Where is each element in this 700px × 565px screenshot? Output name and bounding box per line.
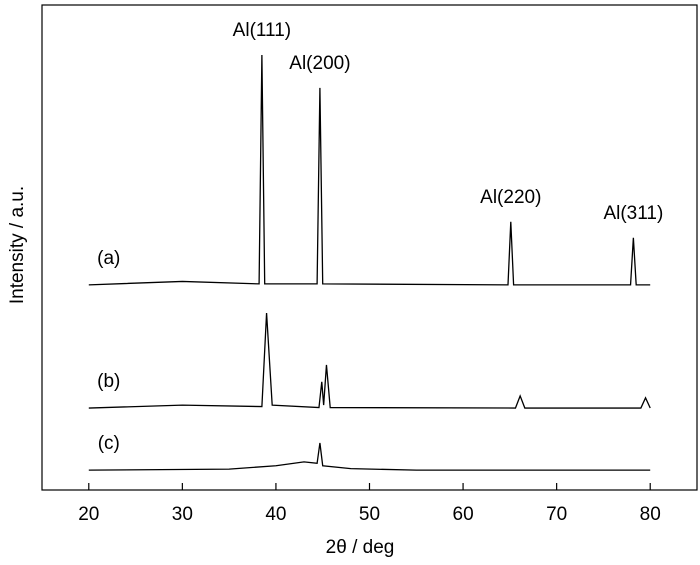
- x-tick-label: 50: [359, 504, 380, 525]
- plot-frame: [41, 4, 698, 491]
- series-label: (a): [97, 248, 120, 269]
- x-tick-label: 40: [265, 504, 286, 525]
- x-tick-label: 70: [546, 504, 567, 525]
- series-label: (b): [97, 371, 120, 392]
- x-tick-label: 60: [453, 504, 474, 525]
- peak-annotation: Al(220): [480, 187, 541, 208]
- x-tick-label: 20: [78, 504, 99, 525]
- xrd-line: [88, 312, 651, 409]
- xrd-line: [88, 442, 651, 471]
- series-label: (c): [98, 433, 120, 454]
- x-tick-label: 80: [640, 504, 661, 525]
- x-axis-label: 2θ / deg: [326, 537, 395, 558]
- peak-annotation: Al(200): [289, 53, 350, 74]
- peak-annotation: Al(111): [233, 20, 291, 41]
- x-tick-label: 30: [172, 504, 193, 525]
- xrd-line: [88, 54, 651, 286]
- peak-annotation: Al(311): [603, 203, 663, 224]
- y-axis-label: Intensity / a.u.: [7, 186, 28, 304]
